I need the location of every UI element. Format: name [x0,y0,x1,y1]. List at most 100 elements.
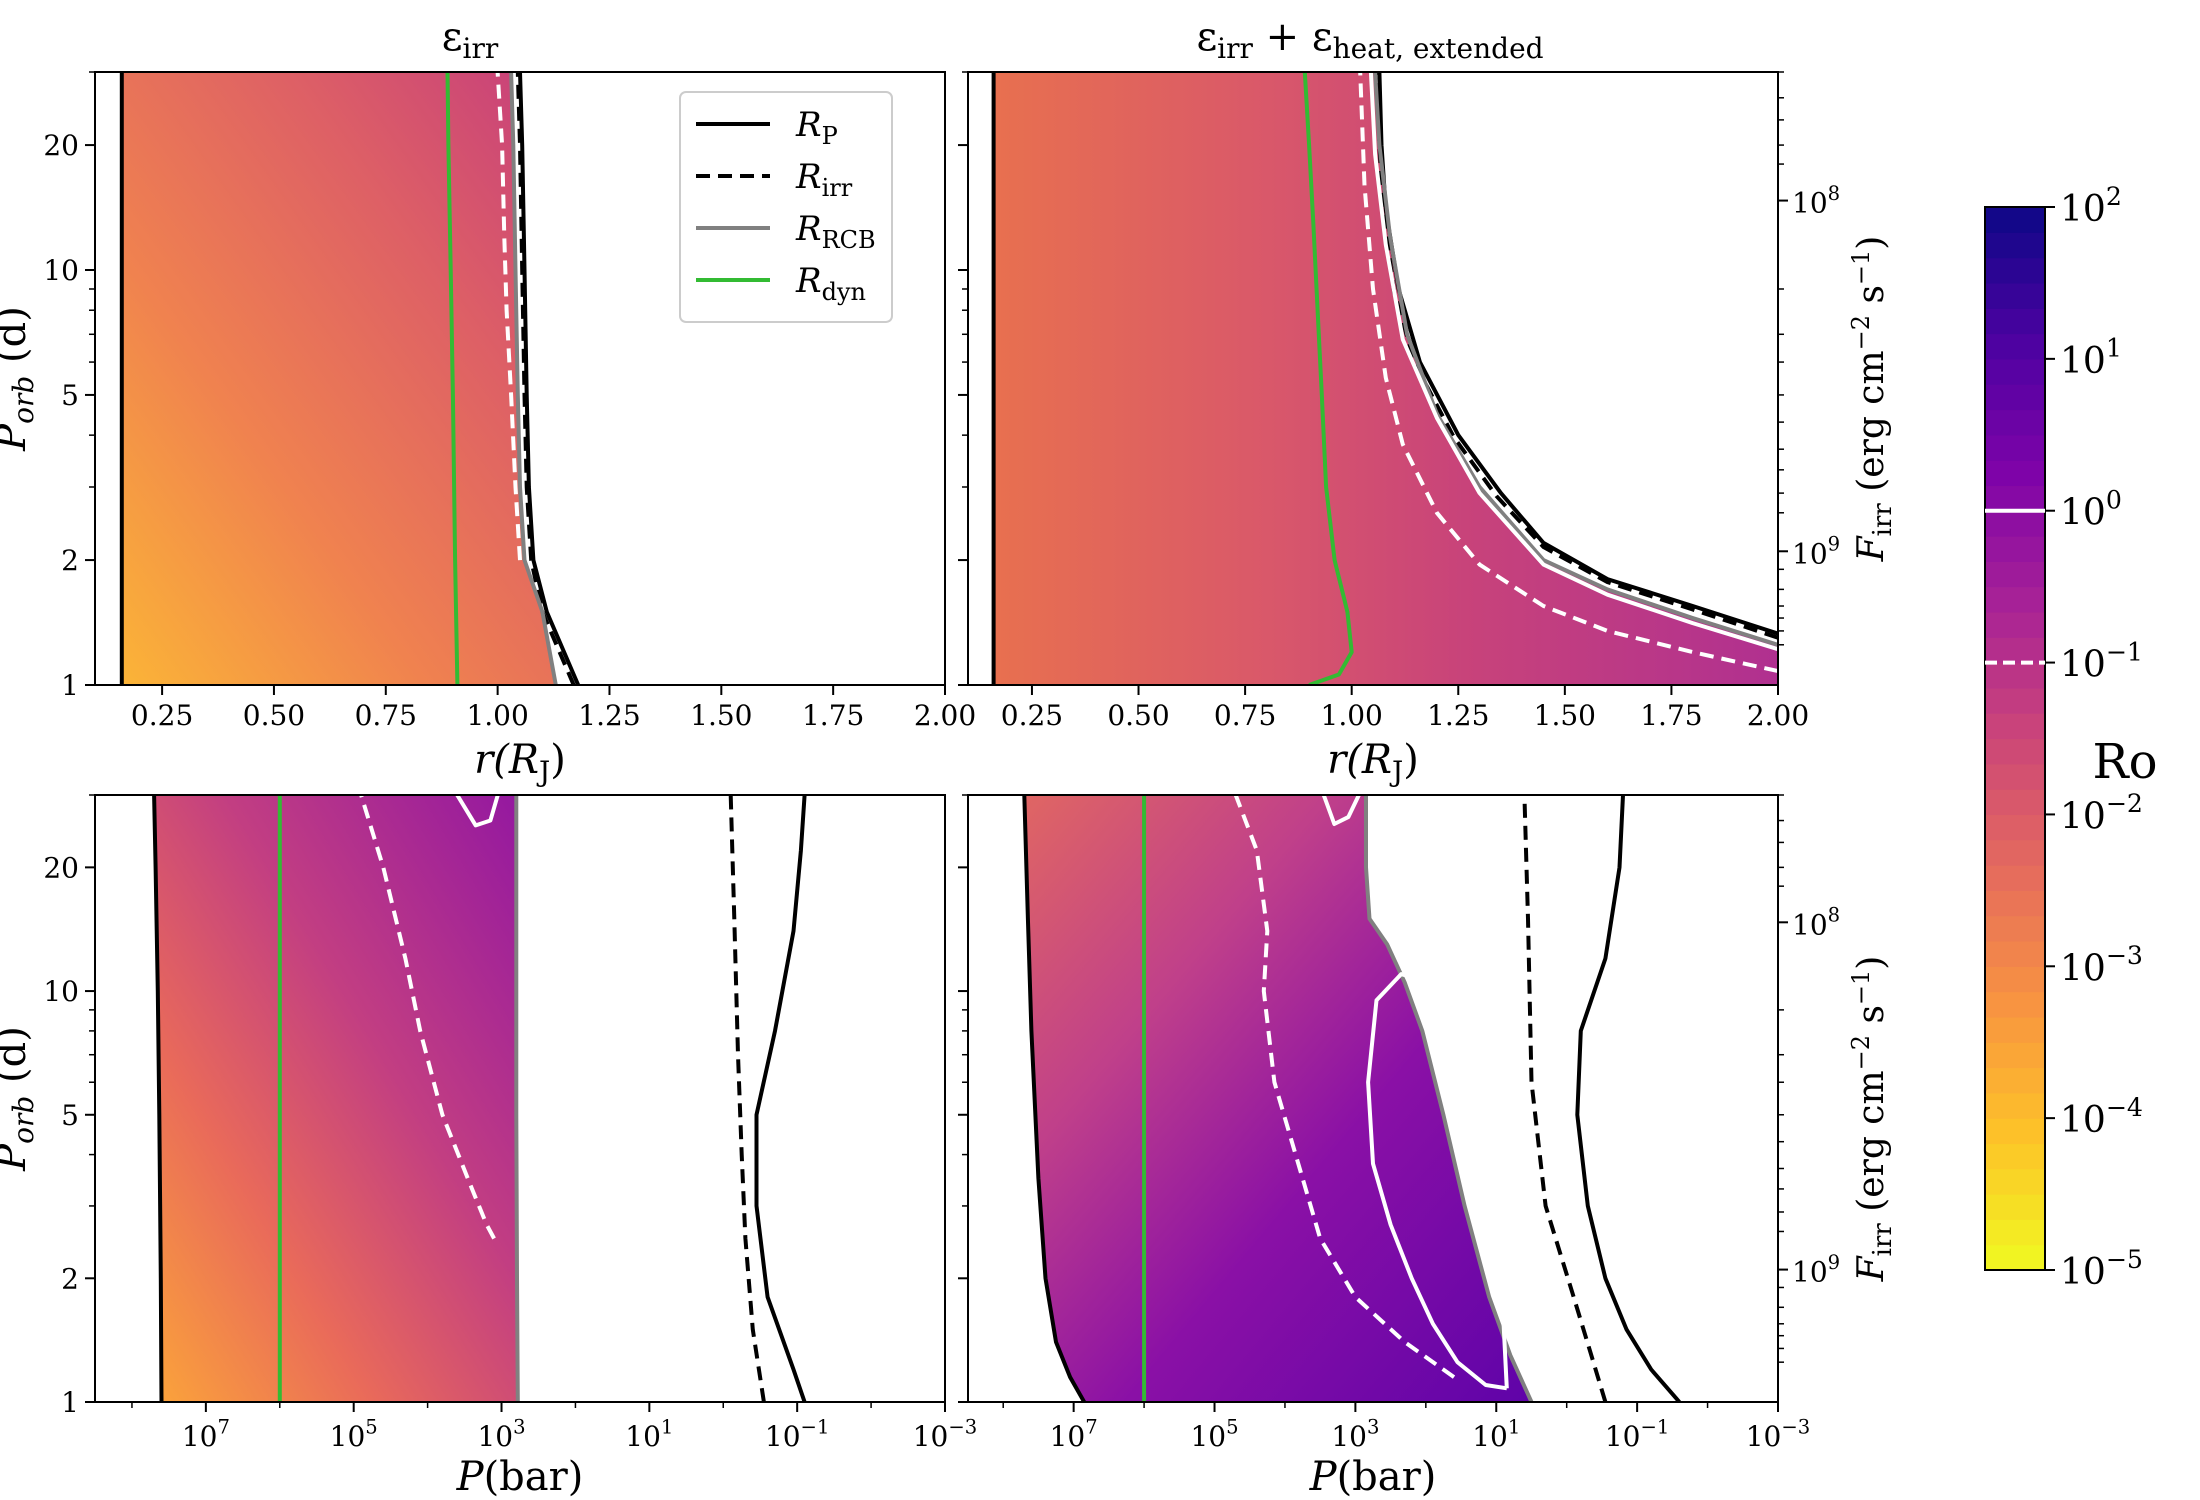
right-axis-label: Firr (erg cm−2 s−1) [1847,956,1898,1283]
colorbar-tick-label: 10−1 [2060,637,2143,685]
x-tick-label: 0.75 [1214,699,1276,732]
curve-group [152,795,807,1402]
colorbar-tick-label: 10−5 [2060,1245,2143,1293]
x-tick-label: 107 [182,1415,230,1453]
colorbar-band [1985,1219,2045,1246]
colorbar-band [1985,1092,2045,1119]
right-tick-label: 108 [1792,182,1840,220]
x-tick-label: 0.50 [1107,699,1169,732]
x-tick-label: 1.25 [1427,699,1489,732]
colorbar-band [1985,814,2045,841]
x-axis-label: P(bar) [1309,1454,1437,1500]
colorbar-band [1985,1118,2045,1145]
x-tick-label: 105 [1190,1415,1238,1453]
y-axis-label: Porb (d) [0,306,40,452]
y-tick-label: 1 [61,1386,79,1419]
x-tick-label: 0.75 [355,699,417,732]
axes-frame [967,71,1779,686]
y-tick-label: 1 [61,669,79,702]
colorbar-band [1985,763,2045,790]
colorbar-band [1985,1244,2045,1271]
colorbar-frame [1984,206,2046,1271]
colorbar-band [1985,1016,2045,1043]
colorbar-band [1985,409,2045,436]
x-axis-label: r(RJ) [474,737,566,788]
right-tick-label: 109 [1792,1251,1840,1289]
title-top-right: εirr + εheat, extended [1196,14,1543,65]
panel-bottom-left: 107 105 103 101 10−1 10−3 1 2 5 10 20 P(bar) Porb (d… [0,794,978,1500]
colorbar-band [1985,940,2045,967]
y-tick-label: 5 [61,1099,79,1132]
x-tick-label: 1.75 [1640,699,1702,732]
curve-R_P-inner [152,795,164,1402]
curve-R_RCB [509,72,558,685]
legend-label-P: RP [795,105,838,150]
colorbar-band [1985,510,2045,537]
y-tick-label: 10 [43,254,79,287]
colorbar-band [1985,333,2045,360]
x-axis-label: r(RJ) [1327,737,1419,788]
curve-R_P [1575,795,1681,1402]
colorbar-band [1985,1194,2045,1220]
y-tick-label: 20 [43,129,79,162]
colorbar-band [1985,434,2045,461]
curve-Ro-1 [1368,72,1778,652]
curve-R_irr [1522,795,1608,1402]
heatmap-fill-group [154,795,518,1402]
y-tick-label: 2 [61,544,79,577]
colorbar-tick-label: 10−2 [2060,789,2143,837]
colorbar-band [1985,966,2045,993]
colorbar-band [1985,485,2045,512]
colorbar-band [1985,358,2045,385]
colorbar-band [1985,232,2045,259]
legend-frame [679,91,893,323]
colorbar-band [1985,713,2045,740]
x-tick-label: 0.25 [131,699,193,732]
colorbar-band [1985,637,2045,664]
colorbar-band [1985,789,2045,816]
panel-top-left: 0.25 0.50 0.75 1.00 1.25 1.50 1.75 2.00 1 2 5 10 20 r… [0,71,976,788]
legend-label-dyn: Rdyn [795,261,866,306]
x-tick-label: 1.00 [1321,699,1383,732]
colorbar-band [1985,865,2045,891]
y-tick-label: 10 [43,975,79,1008]
right-tick-label: 109 [1792,533,1840,571]
colorbar-tick-label: 10−4 [2060,1093,2143,1141]
colorbar-band [1985,586,2045,613]
curve-R_P-inner [1022,795,1086,1402]
curve-group [1022,795,1681,1402]
curve-R_dyn [1302,72,1354,685]
x-tick-label: 101 [625,1415,673,1453]
curve-Ro-0.1 [495,72,522,561]
x-tick-label: 1.00 [466,699,528,732]
right-axis-label: Firr (erg cm−2 s−1) [1847,236,1898,563]
y-tick-label: 5 [61,379,79,412]
curve-Ro-1-top [1321,795,1361,826]
x-tick-label: 1.25 [578,699,640,732]
curve-Ro-0.1 [1233,795,1456,1379]
curve-Ro-1 [455,795,500,828]
colorbar-band [1985,1143,2045,1170]
panel-top-right: 0.25 0.50 0.75 1.00 1.25 1.50 1.75 2.00 r(RJ) 108… [958,71,1898,788]
colorbar-band [1985,1042,2045,1069]
title-top-right-sub2: heat, extended [1333,32,1544,65]
y-tick-label: 20 [43,851,79,884]
title-top-right-sub: irr [1217,32,1253,65]
colorbar-band [1985,738,2045,765]
x-tick-label: 0.50 [243,699,305,732]
colorbar: 102 101 100 10−1 10−2 10−3 10−4 10−5 Ro [1984,182,2158,1293]
colorbar-band [1985,561,2045,588]
legend-label-RCB: RRCB [795,209,876,254]
title-top-left: εirr [442,14,499,65]
x-tick-label: 10−3 [913,1415,978,1453]
colorbar-band [1985,662,2045,689]
curve-group [119,72,581,685]
x-tick-label: 105 [330,1415,378,1453]
title-top-right-main: ε [1196,14,1217,60]
x-tick-label: 10−3 [1746,1415,1811,1453]
colorbar-tick-label: 102 [2060,182,2122,230]
colorbar-band [1985,384,2045,411]
colorbar-band [1985,257,2045,284]
heatmap-fill [121,72,556,685]
